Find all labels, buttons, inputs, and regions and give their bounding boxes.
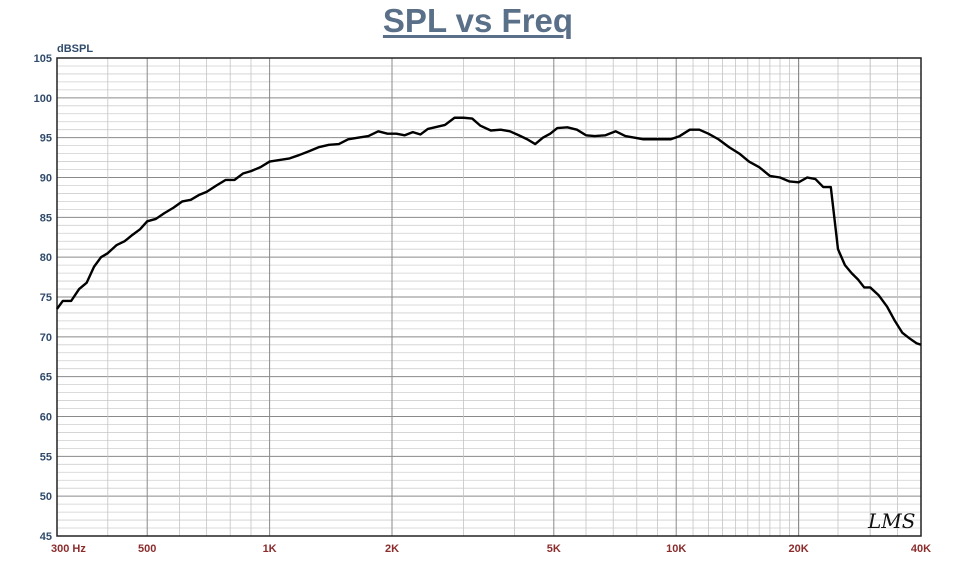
x-tick-label: 2K: [385, 543, 399, 555]
x-tick-label: 20K: [789, 543, 809, 555]
y-axis-label: dBSPL: [57, 43, 93, 55]
x-tick-label: 40K: [911, 543, 931, 555]
y-tick-label: 105: [34, 53, 52, 65]
x-tick-label: 10K: [666, 543, 686, 555]
y-axis-ticks: 45 50 55 60 65 70 75 80 85 90 95 100 105: [34, 53, 52, 543]
y-tick-label: 85: [40, 212, 52, 224]
grid: [56, 57, 922, 537]
chart-title: SPL vs Freq: [382, 2, 574, 39]
x-tick-label: 5K: [547, 543, 561, 555]
x-axis-ticks: 300 Hz 500 1K 2K 5K 10K 20K 40K: [51, 543, 931, 555]
y-tick-label: 100: [34, 93, 52, 105]
y-tick-label: 80: [40, 252, 52, 264]
y-tick-label: 65: [40, 372, 52, 384]
y-tick-label: 95: [40, 133, 52, 145]
y-tick-label: 45: [40, 531, 52, 543]
x-tick-label: 1K: [263, 543, 277, 555]
y-tick-label: 55: [40, 451, 52, 463]
y-tick-label: 90: [40, 173, 52, 185]
series-line-spl: [56, 116, 922, 346]
plot-frame: [56, 57, 922, 537]
x-tick-label: 300 Hz: [51, 543, 86, 555]
y-tick-label: 50: [40, 491, 52, 503]
x-tick-label: 500: [138, 543, 156, 555]
y-tick-label: 75: [40, 292, 52, 304]
y-tick-label: 70: [40, 332, 52, 344]
lms-watermark: LMS: [867, 509, 915, 533]
y-tick-label: 60: [40, 412, 52, 424]
